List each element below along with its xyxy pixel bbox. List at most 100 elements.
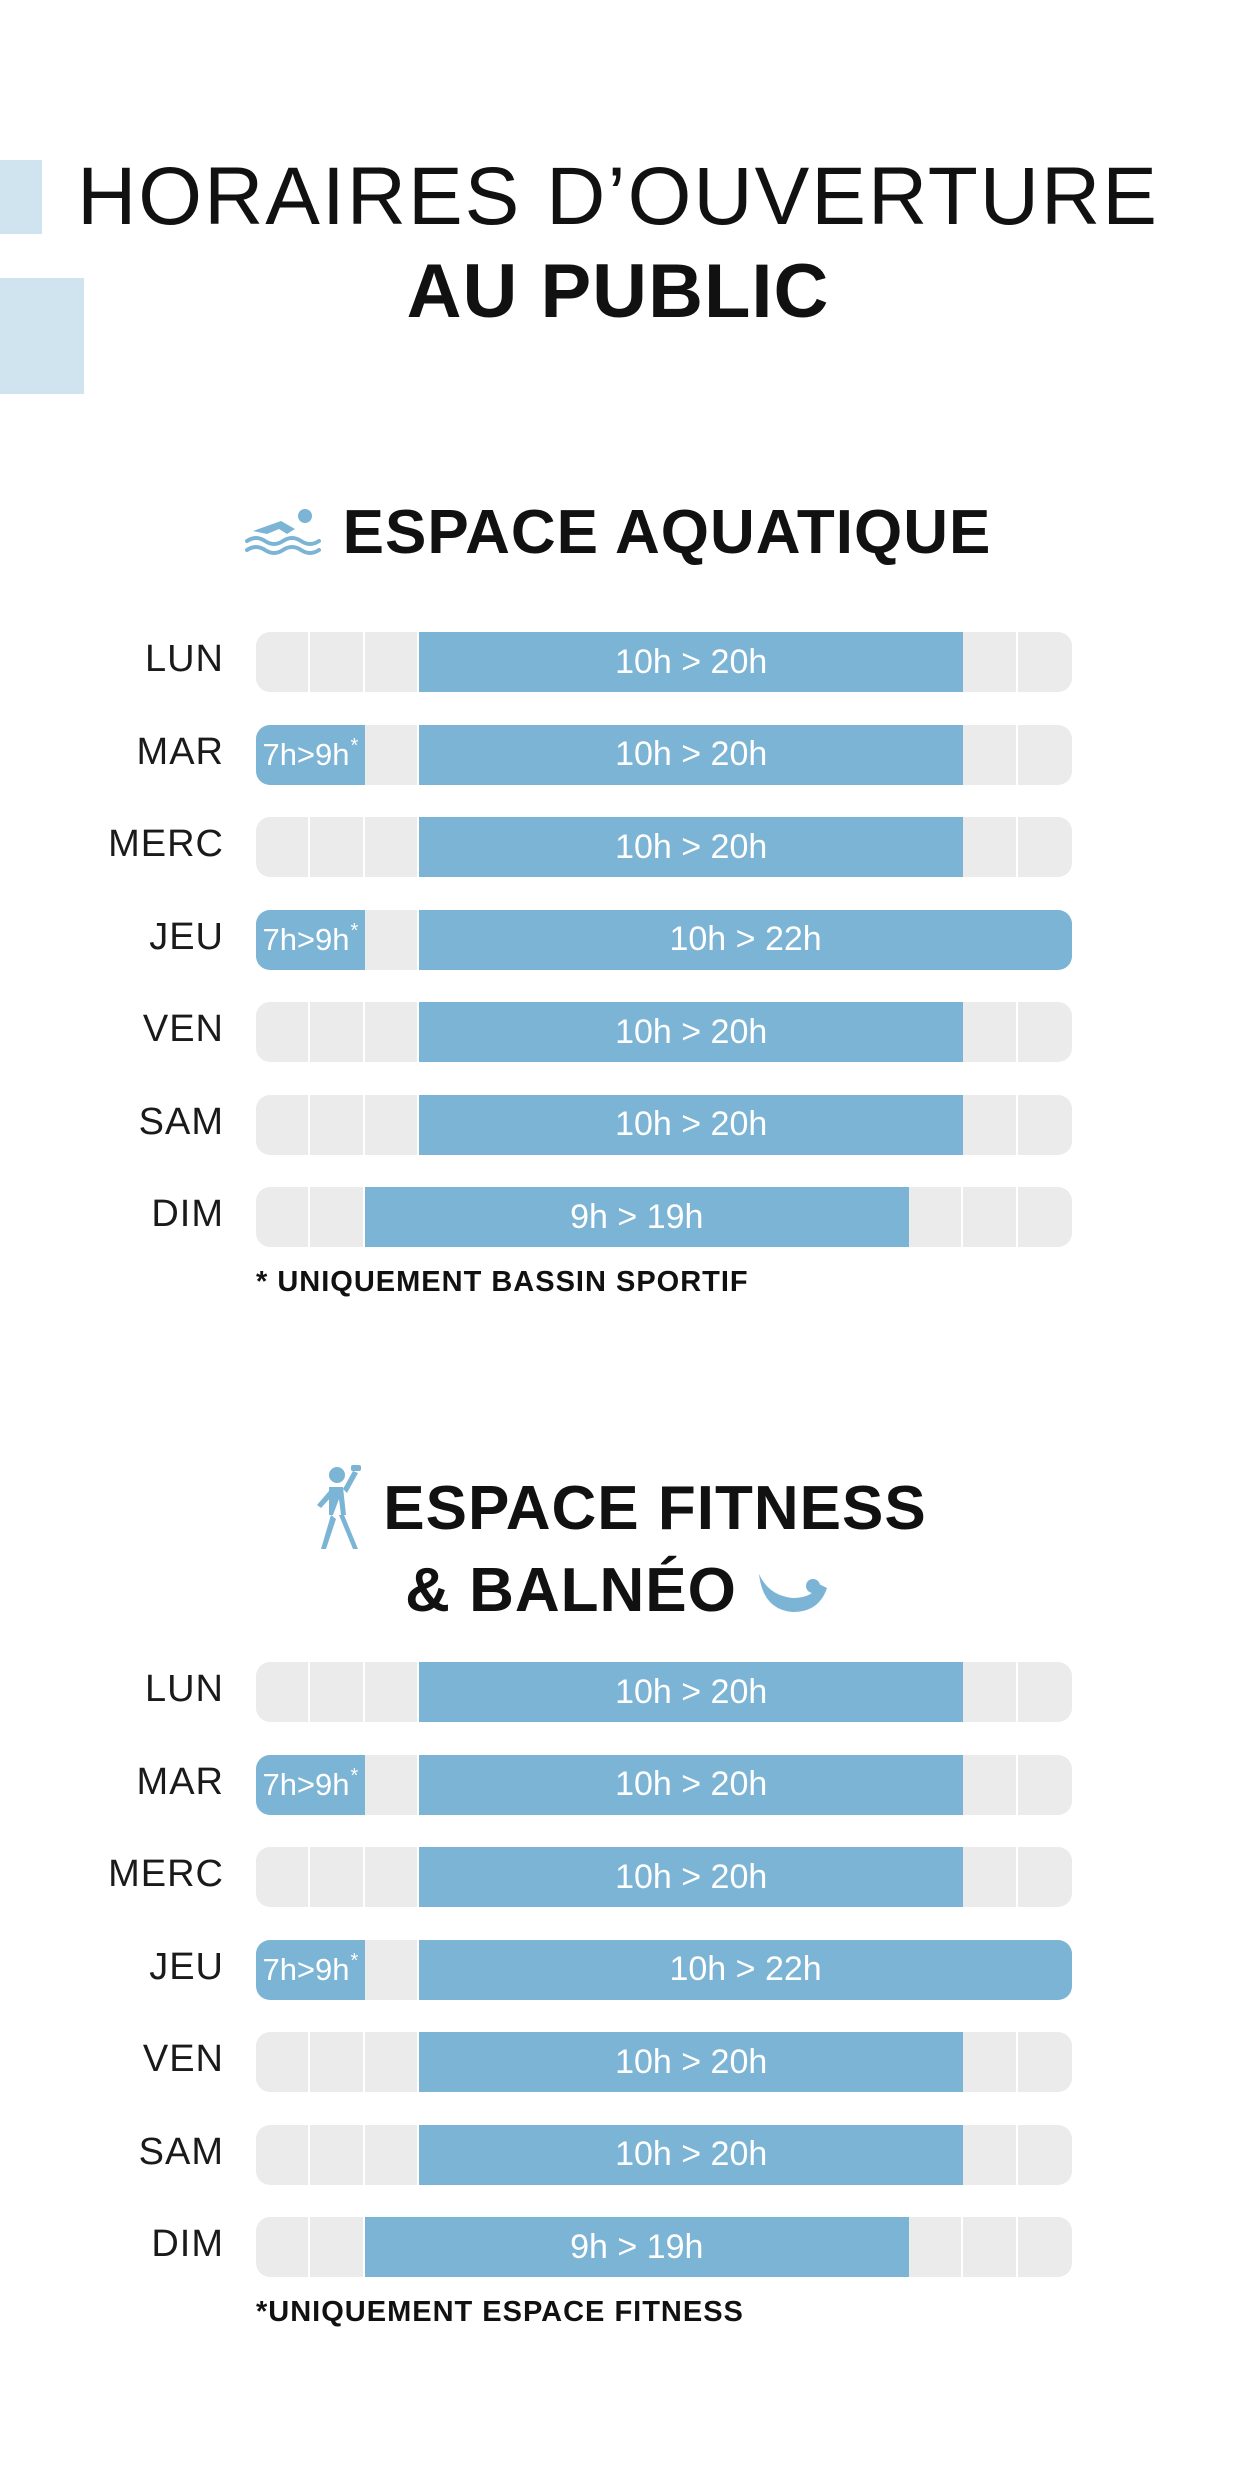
note-aquatique: * UNIQUEMENT BASSIN SPORTIF xyxy=(256,1266,749,1298)
hour-cell xyxy=(256,1662,308,1722)
hour-cell xyxy=(963,724,1016,785)
day-label: MERC xyxy=(108,823,224,865)
section-fitness-title-line1: ESPACE FITNESS xyxy=(0,1465,1236,1549)
schedule-row: VEN 10h > 20h xyxy=(0,1002,1236,1062)
hours-label: 10h > 22h xyxy=(669,920,822,958)
note-fitness: *UNIQUEMENT ESPACE FITNESS xyxy=(256,2296,744,2328)
hour-cell xyxy=(256,2217,308,2277)
hour-cell xyxy=(310,1662,363,1722)
hours-label: 10h > 20h xyxy=(615,2042,768,2081)
hour-cell xyxy=(256,632,308,692)
hour-cell xyxy=(310,632,363,692)
opening-hours-bar: 10h > 22h xyxy=(419,909,1072,970)
hour-track: 10h > 20h xyxy=(256,1662,1072,1722)
schedule-row: MAR 7h>9h * 10h > 20h xyxy=(0,1754,1236,1815)
hour-cell xyxy=(1018,632,1072,692)
swimmer-icon xyxy=(244,507,323,557)
hour-cell xyxy=(1018,817,1072,877)
section-aquatique-title-text: ESPACE AQUATIQUE xyxy=(342,497,992,567)
hour-cell xyxy=(1018,2032,1072,2092)
hours-label: 9h > 19h xyxy=(570,1197,704,1236)
hours-label: 7h>9h xyxy=(262,736,350,772)
section-aquatique-title: ESPACE AQUATIQUE xyxy=(0,492,1236,572)
opening-hours-bar: 10h > 20h xyxy=(419,1754,964,1815)
opening-hours-bar: 10h > 20h xyxy=(419,632,964,692)
hour-cell xyxy=(963,2032,1016,2092)
hours-label: 10h > 20h xyxy=(615,1857,768,1896)
opening-hours-bar: 10h > 22h xyxy=(419,1939,1072,2000)
opening-hours-bar: 10h > 20h xyxy=(419,817,964,877)
day-label: VEN xyxy=(142,2038,224,2080)
hour-cell xyxy=(1018,1187,1072,1247)
opening-hours-bar: 7h>9h * xyxy=(256,1939,365,2000)
hours-label: 7h>9h xyxy=(262,921,350,957)
hour-cell xyxy=(365,1002,417,1062)
hour-cell xyxy=(1018,2124,1072,2185)
hour-cell xyxy=(310,2217,363,2277)
hour-cell xyxy=(310,2032,363,2092)
hour-cell xyxy=(1018,1094,1072,1155)
day-label: LUN xyxy=(144,638,224,680)
fitness-person-icon xyxy=(309,1463,365,1553)
hour-track: 7h>9h * 10h > 20h xyxy=(256,1754,1072,1815)
hours-label: 10h > 20h xyxy=(615,2135,768,2173)
hour-cell xyxy=(310,1002,363,1062)
opening-hours-bar: 10h > 20h xyxy=(419,1002,964,1062)
hour-cell xyxy=(963,1094,1016,1155)
hour-cell xyxy=(963,817,1016,877)
hour-cell xyxy=(256,817,308,877)
schedule-row: MERC 10h > 20h xyxy=(0,817,1236,877)
opening-hours-bar: 10h > 20h xyxy=(419,724,964,785)
section-fitness-title-text-1: ESPACE FITNESS xyxy=(383,1473,927,1543)
hour-cell xyxy=(256,2032,308,2092)
hour-cell xyxy=(365,817,417,877)
day-label: LUN xyxy=(144,1668,224,1710)
hours-label: 10h > 20h xyxy=(615,1105,768,1143)
hour-track: 10h > 20h xyxy=(256,632,1072,692)
hours-label: 9h > 19h xyxy=(570,2227,704,2266)
hours-label: 7h>9h xyxy=(262,1951,350,1987)
day-label: DIM xyxy=(151,1193,224,1235)
hour-cell xyxy=(310,1187,363,1247)
opening-hours-bar: 9h > 19h xyxy=(364,1187,909,1247)
day-label: VEN xyxy=(142,1008,224,1050)
opening-hours-bar: 7h>9h * xyxy=(256,724,365,785)
hour-cell xyxy=(365,1847,417,1907)
hours-label: 10h > 22h xyxy=(669,1950,822,1988)
hour-cell xyxy=(1018,724,1072,785)
hour-cell xyxy=(310,817,363,877)
hours-label: 10h > 20h xyxy=(615,1672,768,1711)
schedule-row: DIM 9h > 19h xyxy=(0,1187,1236,1247)
hour-cell xyxy=(963,1662,1016,1722)
hour-cell xyxy=(256,2124,308,2185)
hour-cell xyxy=(256,1847,308,1907)
section-fitness-title-text-2: & BALNÉO xyxy=(405,1555,737,1625)
hour-track: 7h>9h * 10h > 22h xyxy=(256,1939,1072,2000)
hour-cell xyxy=(365,1662,417,1722)
hours-label: 7h>9h xyxy=(262,1766,350,1802)
hour-cell xyxy=(963,1187,1016,1247)
hour-track: 10h > 20h xyxy=(256,1847,1072,1907)
schedule-row: VEN 10h > 20h xyxy=(0,2032,1236,2092)
hour-cell xyxy=(365,909,417,970)
hour-cell xyxy=(365,2032,417,2092)
hour-track: 10h > 20h xyxy=(256,1002,1072,1062)
schedule-row: JEU 7h>9h * 10h > 22h xyxy=(0,1939,1236,2000)
hour-cell xyxy=(365,724,417,785)
hour-cell xyxy=(256,1002,308,1062)
hour-cell xyxy=(963,2217,1016,2277)
hour-cell xyxy=(1018,1754,1072,1815)
schedule-row: JEU 7h>9h * 10h > 22h xyxy=(0,909,1236,970)
schedule-row: SAM 10h > 20h xyxy=(0,1094,1236,1155)
day-label: MAR xyxy=(136,1760,224,1803)
opening-hours-bar: 9h > 19h xyxy=(364,2217,909,2277)
day-label: DIM xyxy=(151,2223,224,2265)
hour-track: 9h > 19h xyxy=(256,2217,1072,2277)
hour-cell xyxy=(1018,1662,1072,1722)
day-label: MERC xyxy=(108,1853,224,1895)
day-label: JEU xyxy=(149,1945,224,1988)
hour-track: 9h > 19h xyxy=(256,1187,1072,1247)
opening-hours-bar: 7h>9h * xyxy=(256,909,365,970)
schedule-row: DIM 9h > 19h xyxy=(0,2217,1236,2277)
page-title-line1: HORAIRES D’OUVERTURE xyxy=(77,151,1159,242)
